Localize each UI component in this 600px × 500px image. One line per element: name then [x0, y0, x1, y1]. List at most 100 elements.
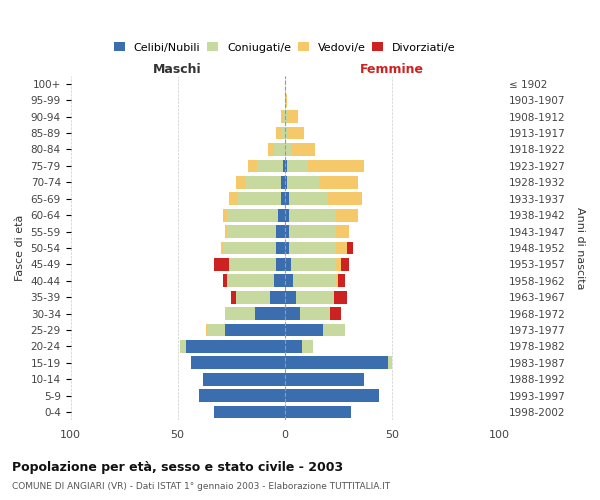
Bar	[289, 242, 336, 254]
Bar	[289, 208, 336, 222]
Bar	[289, 192, 328, 205]
Bar	[289, 225, 336, 238]
Bar	[285, 390, 379, 402]
Bar	[221, 242, 223, 254]
Bar	[285, 126, 287, 140]
Bar	[236, 291, 270, 304]
Text: Maschi: Maschi	[154, 62, 202, 76]
Bar	[285, 356, 388, 369]
Bar	[341, 258, 349, 271]
Bar	[285, 291, 296, 304]
Bar	[236, 176, 246, 188]
Bar	[248, 160, 257, 172]
Bar	[231, 291, 236, 304]
Bar	[291, 143, 315, 156]
Bar	[336, 242, 347, 254]
Bar	[238, 192, 281, 205]
Bar	[302, 340, 313, 353]
Legend: Celibi/Nubili, Coniugati/e, Vedovi/e, Divorziati/e: Celibi/Nubili, Coniugati/e, Vedovi/e, Di…	[112, 40, 458, 54]
Bar	[308, 160, 364, 172]
Bar	[338, 274, 345, 287]
Bar	[276, 258, 285, 271]
Bar	[319, 176, 358, 188]
Bar	[223, 274, 227, 287]
Bar	[336, 274, 338, 287]
Bar	[255, 307, 285, 320]
Bar	[281, 110, 283, 123]
Bar	[186, 340, 285, 353]
Bar	[300, 307, 330, 320]
Bar	[293, 274, 336, 287]
Bar	[227, 225, 276, 238]
Bar	[285, 307, 300, 320]
Bar	[287, 176, 319, 188]
Bar	[246, 176, 281, 188]
Y-axis label: Fasce di età: Fasce di età	[15, 215, 25, 281]
Bar	[285, 324, 323, 336]
Bar	[283, 110, 285, 123]
Bar	[287, 126, 304, 140]
Bar	[274, 274, 285, 287]
Bar	[225, 307, 255, 320]
Bar	[347, 242, 353, 254]
Bar	[285, 274, 293, 287]
Text: COMUNE DI ANGIARI (VR) - Dati ISTAT 1° gennaio 2003 - Elaborazione TUTTITALIA.IT: COMUNE DI ANGIARI (VR) - Dati ISTAT 1° g…	[12, 482, 390, 491]
Bar	[336, 225, 349, 238]
Bar	[291, 258, 336, 271]
Bar	[223, 242, 276, 254]
Bar	[330, 307, 341, 320]
Bar	[227, 274, 274, 287]
Bar	[287, 160, 308, 172]
Bar	[285, 143, 291, 156]
Bar	[388, 356, 392, 369]
Bar	[281, 192, 285, 205]
Bar	[276, 126, 281, 140]
Bar	[229, 192, 238, 205]
Bar	[278, 208, 285, 222]
Bar	[257, 160, 283, 172]
Bar	[285, 242, 289, 254]
Bar	[191, 356, 285, 369]
Bar	[328, 192, 362, 205]
Bar	[227, 208, 278, 222]
Text: Femmine: Femmine	[360, 62, 424, 76]
Bar	[283, 160, 285, 172]
Bar	[287, 110, 298, 123]
Bar	[285, 258, 291, 271]
Y-axis label: Anni di nascita: Anni di nascita	[575, 206, 585, 289]
Bar	[214, 258, 229, 271]
Bar	[336, 208, 358, 222]
Bar	[208, 324, 225, 336]
Bar	[276, 242, 285, 254]
Bar	[296, 291, 334, 304]
Bar	[225, 225, 227, 238]
Bar	[214, 406, 285, 418]
Bar	[268, 143, 274, 156]
Bar	[276, 225, 285, 238]
Bar	[285, 94, 287, 106]
Bar	[270, 291, 285, 304]
Bar	[285, 406, 351, 418]
Bar	[206, 324, 208, 336]
Bar	[274, 143, 285, 156]
Bar	[199, 390, 285, 402]
Bar	[285, 176, 287, 188]
Bar	[229, 258, 276, 271]
Bar	[285, 225, 289, 238]
Bar	[203, 373, 285, 386]
Bar	[225, 324, 285, 336]
Bar	[334, 291, 347, 304]
Bar	[285, 110, 287, 123]
Bar	[285, 208, 289, 222]
Text: Popolazione per età, sesso e stato civile - 2003: Popolazione per età, sesso e stato civil…	[12, 462, 343, 474]
Bar	[336, 258, 341, 271]
Bar	[285, 373, 364, 386]
Bar	[323, 324, 345, 336]
Bar	[285, 192, 289, 205]
Bar	[285, 340, 302, 353]
Bar	[285, 160, 287, 172]
Bar	[180, 340, 186, 353]
Bar	[281, 126, 285, 140]
Bar	[223, 208, 227, 222]
Bar	[281, 176, 285, 188]
